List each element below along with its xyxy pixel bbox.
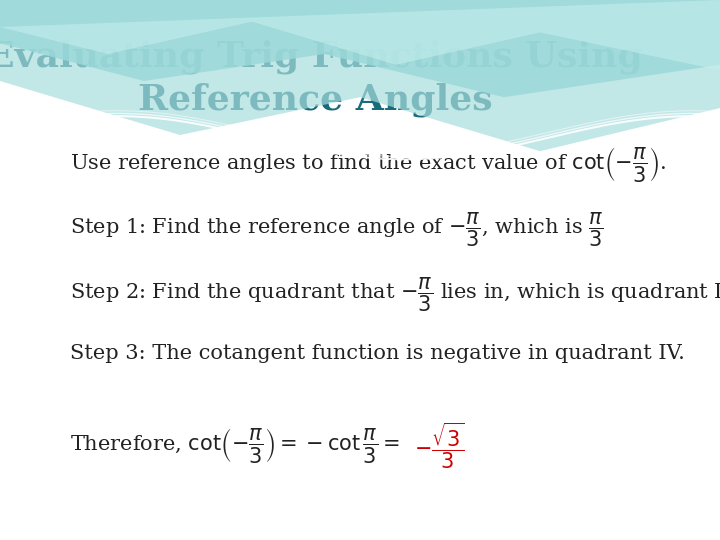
Text: Step 2: Find the quadrant that $-\dfrac{\pi}{3}$ lies in, which is quadrant IV.: Step 2: Find the quadrant that $-\dfrac{… bbox=[70, 275, 720, 314]
Text: Step 3: The cotangent function is negative in quadrant IV.: Step 3: The cotangent function is negati… bbox=[70, 344, 685, 363]
PathPatch shape bbox=[0, 0, 720, 70]
Text: Therefore, $\cot\!\left(-\dfrac{\pi}{3}\right) = -\cot\dfrac{\pi}{3} = $: Therefore, $\cot\!\left(-\dfrac{\pi}{3}\… bbox=[70, 426, 400, 465]
Text: Reference Angles: Reference Angles bbox=[138, 83, 492, 117]
Text: Step 1: Find the reference angle of $-\dfrac{\pi}{3}$, which is $\dfrac{\pi}{3}$: Step 1: Find the reference angle of $-\d… bbox=[70, 210, 604, 249]
PathPatch shape bbox=[0, 0, 720, 151]
Text: Evaluating Trig Functions Using: Evaluating Trig Functions Using bbox=[0, 39, 643, 74]
PathPatch shape bbox=[0, 0, 720, 97]
Text: $-\dfrac{\sqrt{3}}{3}$: $-\dfrac{\sqrt{3}}{3}$ bbox=[414, 420, 464, 471]
Text: Use reference angles to find the exact value of $\cot\!\left(-\dfrac{\pi}{3}\rig: Use reference angles to find the exact v… bbox=[70, 145, 667, 184]
